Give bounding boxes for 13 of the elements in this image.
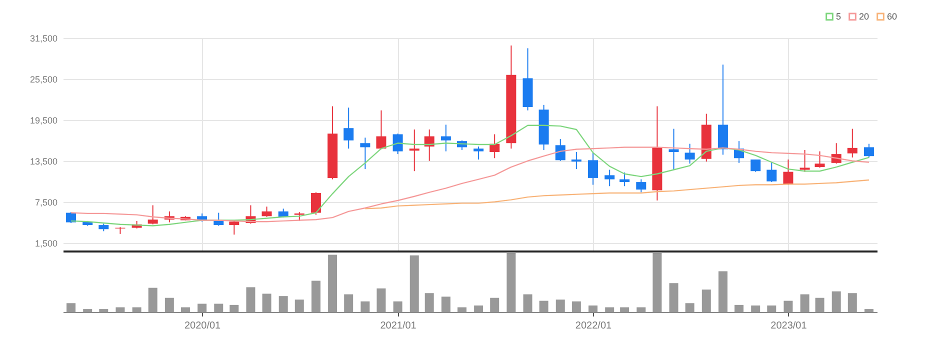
legend-label: 60: [887, 12, 898, 22]
legend-label: 20: [859, 12, 870, 22]
y-tick-label: 19,500: [30, 115, 58, 126]
y-tick-label: 31,500: [30, 34, 58, 44]
x-tick-label: 2022/01: [575, 320, 612, 332]
x-tick-label: 2023/01: [770, 320, 808, 332]
y-tick-label: 25,500: [30, 74, 58, 84]
y-tick-label: 1,500: [34, 238, 58, 248]
x-tick-label: 2020/01: [184, 320, 222, 332]
y-tick-label: 7,500: [34, 197, 58, 208]
y-tick-label: 13,500: [30, 156, 58, 166]
x-tick-label: 2021/01: [380, 320, 417, 332]
legend-label: 5: [836, 12, 842, 22]
